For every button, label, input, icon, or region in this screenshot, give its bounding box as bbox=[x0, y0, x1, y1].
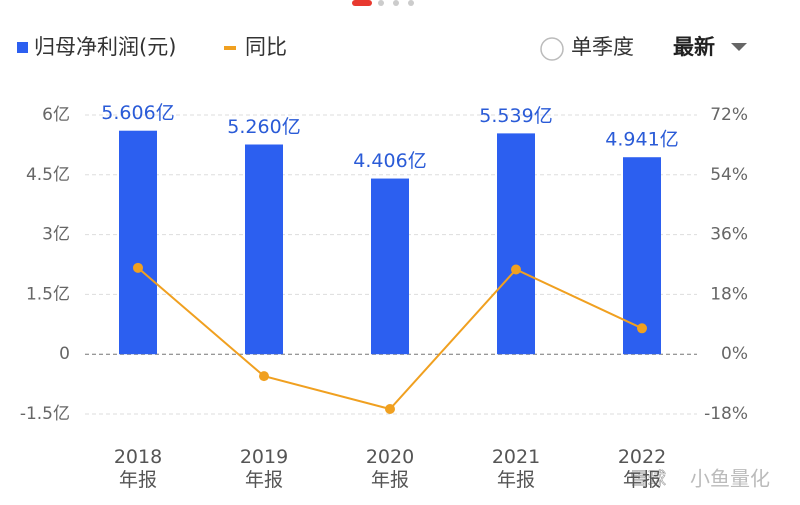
line-point bbox=[637, 323, 647, 334]
value-label: 4.941亿 bbox=[605, 129, 678, 151]
x-tick-label: 2019 年报 bbox=[239, 446, 289, 491]
y2-tick-label: -18% bbox=[704, 404, 748, 424]
bar bbox=[371, 178, 409, 355]
watermark-author: 小鱼量化 bbox=[690, 467, 770, 491]
bar bbox=[119, 130, 157, 355]
legend-label[interactable]: 归母净利润(元) bbox=[34, 35, 176, 59]
y2-tick-label: 36% bbox=[710, 225, 748, 245]
line-point bbox=[133, 262, 143, 273]
page-dot bbox=[393, 0, 399, 6]
y2-tick-label: 18% bbox=[710, 284, 748, 304]
y-tick-label: -1.5亿 bbox=[20, 404, 70, 424]
y-tick-label: 0 bbox=[59, 344, 70, 364]
y2-tick-label: 72% bbox=[710, 105, 748, 125]
line-point bbox=[511, 264, 521, 275]
y-tick-label: 3亿 bbox=[42, 225, 70, 245]
bar bbox=[245, 144, 283, 355]
single-quarter-label[interactable]: 单季度 bbox=[571, 35, 634, 59]
value-label: 5.260亿 bbox=[227, 116, 300, 138]
x-tick-label: 2022 年报 bbox=[617, 446, 667, 491]
x-tick-label: 2018 年报 bbox=[113, 446, 163, 491]
legend-label[interactable]: 同比 bbox=[245, 35, 287, 59]
y-tick-label: 4.5亿 bbox=[26, 165, 70, 185]
dropdown-arrow[interactable] bbox=[731, 43, 747, 51]
legend-swatch bbox=[17, 42, 28, 53]
page-dot-active bbox=[352, 0, 372, 6]
page-dot bbox=[408, 0, 414, 6]
x-tick-label: 2020 年报 bbox=[365, 446, 415, 491]
legend-swatch bbox=[224, 46, 236, 50]
y-tick-label: 6亿 bbox=[42, 105, 70, 125]
line-point bbox=[259, 371, 269, 382]
sort-label[interactable]: 最新 bbox=[673, 35, 715, 59]
page-dot bbox=[378, 0, 384, 6]
radio[interactable] bbox=[540, 37, 564, 61]
y-tick-label: 1.5亿 bbox=[26, 284, 70, 304]
x-tick-label: 2021 年报 bbox=[491, 446, 541, 491]
line-point bbox=[385, 404, 395, 415]
y2-tick-label: 0% bbox=[721, 344, 748, 364]
value-label: 5.606亿 bbox=[101, 102, 174, 124]
value-label: 5.539亿 bbox=[479, 105, 552, 127]
y2-tick-label: 54% bbox=[710, 165, 748, 185]
bar bbox=[497, 133, 535, 355]
value-label: 4.406亿 bbox=[353, 150, 426, 172]
watermark-logo: 雪球 bbox=[630, 469, 666, 490]
